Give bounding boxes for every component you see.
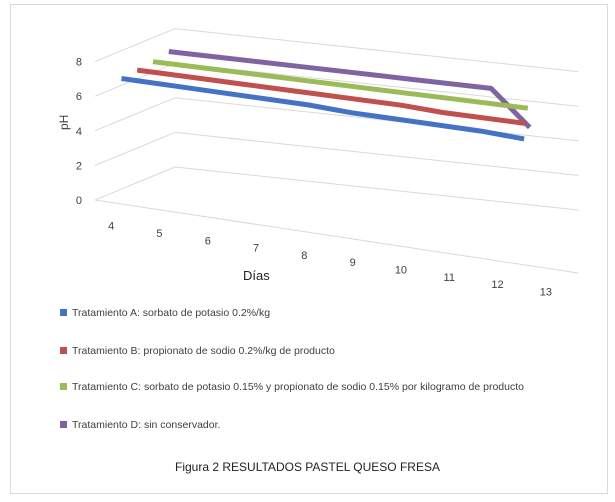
x-axis-label: Días [243, 268, 270, 283]
x-tick-label: 12 [491, 279, 503, 291]
legend-label-d: Tratamiento D: sin conservador. [72, 419, 221, 431]
x-tick-label: 5 [156, 228, 162, 240]
legend-label-a: Tratamiento A: sorbato de potasio 0.2%/k… [72, 307, 271, 319]
legend-swatch-a [60, 309, 67, 316]
y-tick-label: 8 [76, 57, 82, 69]
y-tick-label: 4 [76, 126, 82, 138]
y-tick-label: 2 [76, 160, 82, 172]
y-tick-label: 0 [76, 195, 82, 207]
x-tick-label: 4 [108, 221, 114, 233]
legend-swatch-d [60, 421, 67, 428]
legend-swatch-b [60, 347, 67, 354]
chart-frame [10, 4, 608, 494]
grid-line-side [94, 166, 176, 201]
y-tick-label: 6 [76, 91, 82, 103]
x-tick-label: 8 [301, 250, 307, 262]
legend-swatch-c [60, 383, 67, 390]
legend-item-d: Tratamiento D: sin conservador. [60, 418, 220, 432]
grid-line-side [94, 131, 176, 166]
x-tick-label: 6 [205, 235, 211, 247]
x-tick-label: 7 [253, 243, 259, 255]
y-axis-label: pH [57, 115, 71, 130]
grid-line-back [174, 131, 579, 176]
legend-item-b: Tratamiento B: propionato de sodio 0.2%/… [60, 344, 335, 358]
grid-line-back [174, 97, 579, 142]
legend-label-b: Tratamiento B: propionato de sodio 0.2%/… [72, 345, 335, 357]
x-tick-label: 13 [540, 286, 552, 298]
legend-item-c: Tratamiento C: sorbato de potasio 0.15% … [60, 380, 580, 394]
grid-line-side [94, 97, 176, 132]
floor-edge [94, 199, 579, 274]
chart-plot: 0 2 4 6 8 4 5 6 7 8 9 10 11 12 13 Días pH [57, 28, 579, 298]
grid-line-side [94, 28, 176, 63]
x-tick-label: 9 [350, 257, 356, 269]
x-tick-label: 10 [395, 264, 407, 276]
grid-line-back [174, 28, 579, 73]
figure-caption: Figura 2 RESULTADOS PASTEL QUESO FRESA [175, 460, 440, 474]
series-line-b [136, 67, 527, 126]
legend-item-a: Tratamiento A: sorbato de potasio 0.2%/k… [60, 306, 270, 320]
legend-label-c: Tratamiento C: sorbato de potasio 0.15% … [72, 381, 524, 393]
x-tick-label: 11 [444, 272, 455, 284]
grid-line-back [174, 166, 579, 211]
